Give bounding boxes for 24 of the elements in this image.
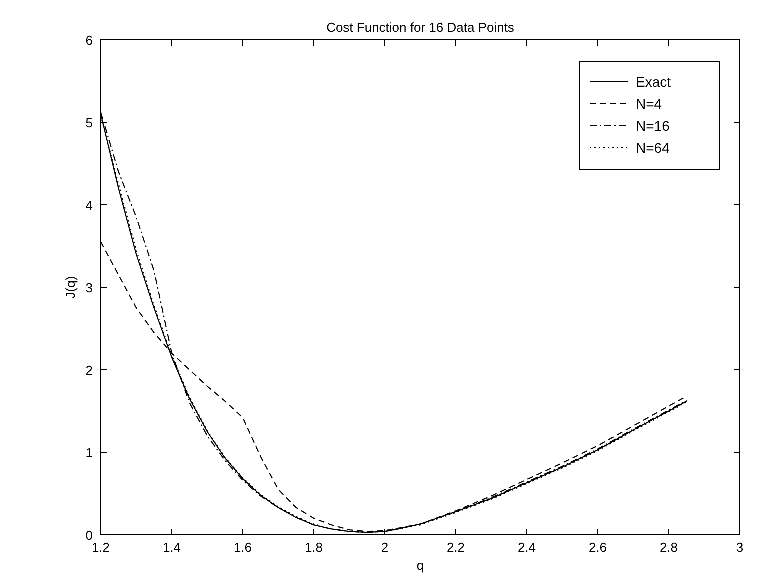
legend-label: N=16 [636,118,670,134]
x-tick-label: 3 [736,540,744,555]
x-tick-label: 2 [381,540,389,555]
legend-label: N=4 [636,96,662,112]
x-tick-label: 2.4 [518,540,536,555]
y-tick-label: 0 [86,528,93,543]
chart-title: Cost Function for 16 Data Points [326,20,515,35]
y-tick-label: 1 [86,446,93,460]
x-tick-label: 2.2 [446,540,466,555]
x-tick-label: 1.4 [162,540,182,555]
legend-label: Exact [636,74,672,90]
x-tick-label: 1.8 [304,540,324,555]
x-tick-label: 1.6 [234,540,252,555]
y-axis-title: J(q) [63,276,78,299]
y-tick-label: 6 [86,33,93,48]
y-tick-label: 2 [86,363,93,378]
x-axis-title: q [416,558,424,573]
y-tick-label: 4 [86,198,93,213]
y-tick-label: 3 [86,280,93,296]
y-tick-label: 5 [86,116,93,130]
x-tick-label: 1.2 [92,540,110,555]
legend-label: N=64 [636,140,670,156]
x-tick-label: 2.8 [660,540,678,555]
x-tick-label: 2.6 [588,540,608,555]
